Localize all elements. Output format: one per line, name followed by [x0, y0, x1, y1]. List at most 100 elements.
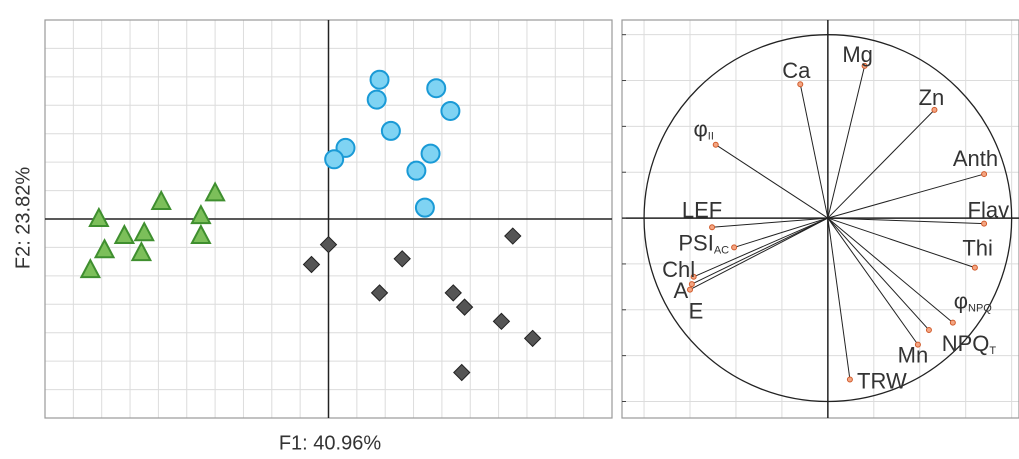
point	[204, 181, 226, 202]
loading-point	[861, 62, 868, 69]
point	[79, 258, 102, 279]
point	[88, 206, 110, 227]
variable-name: Ca	[782, 58, 811, 83]
variable-name: LEF	[682, 197, 722, 222]
variable-subscript: II	[708, 131, 714, 143]
loading-point	[688, 281, 695, 288]
point	[190, 223, 212, 245]
loading-point	[914, 341, 921, 348]
variable-name: Mg	[842, 42, 873, 67]
loading-point	[731, 244, 738, 251]
point	[406, 160, 427, 181]
point	[150, 189, 172, 210]
variable-name: φ	[954, 288, 968, 313]
y-axis-label: F2: 23.82%	[12, 167, 34, 270]
variable-label: φNPQ	[954, 288, 993, 314]
point	[369, 69, 390, 90]
point	[414, 197, 435, 218]
loading-point	[687, 286, 694, 293]
variable-label: Thi	[962, 235, 993, 260]
variable-label: Ca	[782, 58, 811, 83]
loading-vector	[827, 173, 985, 219]
loading-point	[949, 319, 956, 326]
variable-name: Mn	[898, 342, 929, 367]
loading-vector	[799, 84, 829, 219]
variable-label: Anth	[953, 146, 998, 171]
variable-name: PSI	[678, 230, 713, 255]
point	[113, 223, 136, 245]
variable-name: φ	[694, 117, 708, 142]
point	[380, 120, 401, 141]
variable-label: Zn	[919, 85, 945, 110]
point	[420, 143, 441, 164]
point	[492, 312, 511, 331]
loading-point	[690, 273, 697, 280]
loading-vector	[827, 217, 930, 331]
loading-point	[846, 376, 853, 383]
point	[523, 329, 542, 348]
point	[440, 100, 461, 121]
variable-name: A	[673, 278, 688, 303]
loading-vector	[715, 144, 829, 219]
variable-name: Anth	[953, 146, 998, 171]
point	[324, 149, 345, 170]
unit-circle	[643, 34, 1013, 403]
variable-name: Chl	[662, 257, 695, 282]
variable-label: LEF	[682, 197, 722, 222]
variable-name: E	[689, 298, 704, 323]
variable-subscript: AC	[714, 244, 729, 256]
variable-name: Thi	[962, 235, 993, 260]
point	[504, 227, 522, 245]
loading-vector	[691, 217, 829, 285]
loading-vector	[827, 65, 866, 219]
point	[130, 240, 153, 262]
point	[393, 250, 411, 268]
loading-vector	[827, 217, 919, 345]
variable-label: NPQT	[942, 331, 997, 357]
loading-point	[709, 224, 716, 231]
point	[93, 238, 116, 259]
loading-vector	[689, 217, 829, 291]
loading-vector	[712, 217, 828, 228]
point	[302, 255, 321, 274]
loading-vector	[827, 109, 935, 219]
loading-vector	[827, 217, 954, 324]
variable-label: E	[689, 298, 704, 323]
point	[319, 235, 338, 254]
loading-point	[797, 81, 804, 88]
variable-name: NPQ	[942, 331, 990, 356]
variable-label: Flav	[968, 197, 1010, 222]
plot-frame	[621, 19, 1019, 419]
variable-label: Mn	[898, 342, 929, 367]
loading-vector	[693, 217, 829, 278]
variable-label: PSIAC	[678, 230, 729, 256]
loading-point	[971, 264, 978, 271]
point	[453, 363, 471, 382]
loading-point	[931, 106, 938, 113]
loading-vector	[827, 217, 985, 225]
variable-name: TRW	[857, 368, 907, 393]
loading-point	[981, 220, 988, 227]
point	[133, 221, 155, 242]
variable-label: φII	[694, 117, 714, 143]
point	[366, 89, 387, 110]
loading-vector	[733, 217, 829, 248]
x-axis-label: F1: 40.96%	[279, 432, 382, 454]
variable-label: TRW	[857, 368, 907, 393]
variable-label: Chl	[662, 257, 695, 282]
variable-subscript: T	[989, 345, 996, 357]
point	[370, 284, 389, 302]
variable-subscript: NPQ	[968, 303, 992, 315]
variable-label: Mg	[842, 42, 873, 67]
loading-vector	[827, 217, 976, 269]
point	[426, 78, 447, 99]
point	[190, 204, 212, 225]
variable-label: A	[673, 278, 688, 303]
variable-name: Flav	[968, 197, 1010, 222]
loading-point	[712, 141, 719, 148]
point	[455, 298, 474, 316]
loading-point	[925, 326, 932, 333]
loading-vector	[827, 218, 851, 380]
point	[444, 284, 462, 302]
